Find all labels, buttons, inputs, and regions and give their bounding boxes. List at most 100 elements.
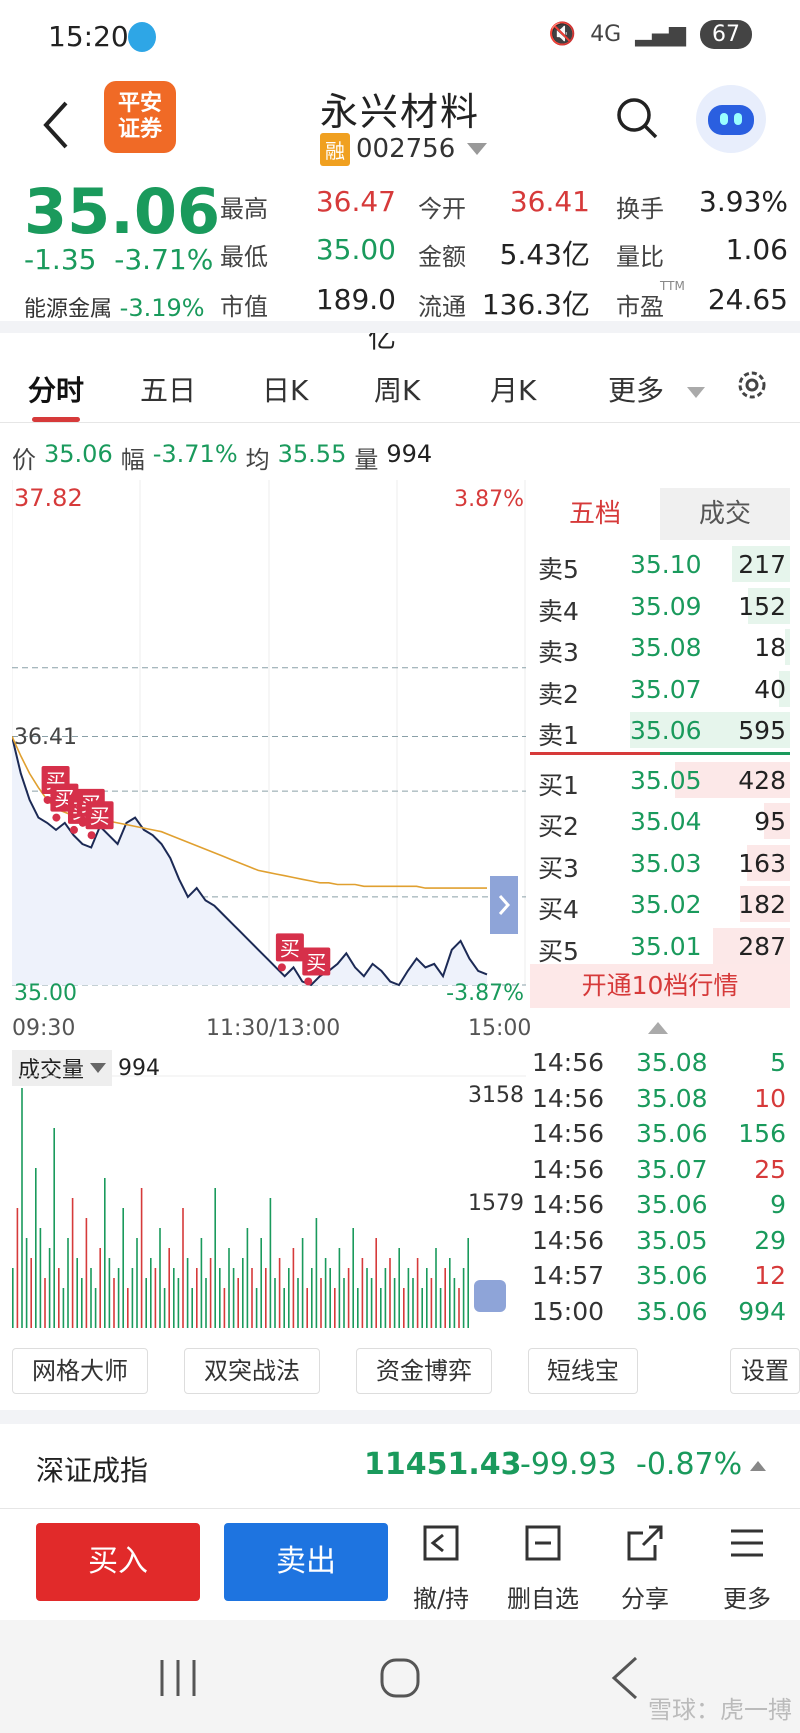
volume-bar: [71, 1198, 74, 1328]
level-label: 买3: [538, 853, 579, 883]
volume-bar: [320, 1278, 322, 1328]
nav-back-icon[interactable]: [606, 1654, 646, 1702]
status-icons: 🔇 4G ▂▄▆ 67: [549, 20, 752, 49]
volume-bar: [237, 1278, 239, 1328]
volume-bar: [228, 1248, 230, 1328]
amount-value: 5.43亿: [499, 238, 590, 271]
ask-row[interactable]: 卖3 35.08 18: [530, 627, 790, 667]
tab-more[interactable]: 更多: [608, 369, 705, 409]
y-bottom-pct-label: -3.87%: [446, 981, 524, 1006]
index-name: 深证成指: [36, 1454, 149, 1487]
search-icon[interactable]: [612, 93, 660, 141]
volume-bar: [288, 1268, 290, 1328]
gear-icon[interactable]: [734, 367, 770, 403]
tab-daily-k[interactable]: 日K: [262, 374, 309, 407]
buy-markers: 买买买买买买买: [41, 765, 331, 986]
trade-time: 15:00: [532, 1296, 605, 1326]
volume-bar: [292, 1248, 295, 1328]
chevron-up-icon[interactable]: [648, 1022, 668, 1034]
volume-bar: [458, 1288, 460, 1328]
cancel-hold-label: 撤/持: [412, 1585, 470, 1613]
level-price: 35.05: [630, 765, 702, 795]
volume-bar: [361, 1258, 364, 1328]
volume-bar: [145, 1278, 147, 1328]
back-icon[interactable]: [38, 95, 78, 155]
ask-row[interactable]: 卖2 35.07 40: [530, 669, 790, 709]
volume-bar: [246, 1228, 249, 1328]
tool-double-breakout[interactable]: 双突战法: [184, 1348, 320, 1394]
sell-button[interactable]: 卖出: [224, 1523, 388, 1601]
info-price-label: 价: [12, 446, 36, 474]
change-pct: -3.71%: [114, 243, 214, 276]
recent-apps-icon[interactable]: [150, 1656, 206, 1700]
level-price: 35.08: [630, 633, 702, 662]
buy-button[interactable]: 买入: [36, 1523, 200, 1601]
trade-price: 35.06: [636, 1119, 708, 1148]
trade-volume: 156: [738, 1119, 786, 1148]
tool-short-line[interactable]: 短线宝: [528, 1348, 638, 1394]
stock-title: 永兴材料: [319, 90, 480, 134]
bid-row[interactable]: 买4 35.02 182: [530, 884, 790, 924]
volume-bar: [746, 844, 790, 881]
volume-bar: [255, 1288, 258, 1328]
trade-row: 14:56 35.05 29: [530, 1224, 790, 1258]
ask-row[interactable]: 卖5 35.10 217: [530, 544, 790, 584]
tab-trades[interactable]: 成交: [660, 488, 790, 540]
volume-bar: [173, 1268, 175, 1328]
volume-bar: [67, 1238, 69, 1328]
ask-row[interactable]: 卖1 35.06 595: [530, 710, 790, 750]
bid-row[interactable]: 买3 35.03 163: [530, 843, 790, 883]
tool-settings[interactable]: 设置: [730, 1348, 800, 1394]
tool-grid-master[interactable]: 网格大师: [12, 1348, 148, 1394]
bid-row[interactable]: 买1 35.05 428: [530, 760, 790, 800]
level-label: 买5: [538, 936, 579, 966]
level-price: 35.07: [630, 674, 702, 704]
volume-bar: [177, 1278, 180, 1328]
stock-code-selector[interactable]: 融 002756: [320, 131, 488, 167]
pe-value: 24.65: [707, 283, 788, 316]
trade-volume: 29: [754, 1225, 786, 1255]
more-button[interactable]: 更多: [702, 1523, 792, 1614]
remove-watchlist-button[interactable]: 删自选: [498, 1523, 588, 1614]
level-label: 卖3: [538, 638, 579, 667]
bottom-actions: 买入 卖出 撤/持 删自选 分享 更多: [0, 1508, 800, 1620]
buy-marker-label: 买: [306, 950, 326, 974]
tab-five-day[interactable]: 五日: [140, 374, 197, 407]
tool-capital-game[interactable]: 资金博弈: [356, 1348, 492, 1394]
tab-five-levels[interactable]: 五档: [530, 488, 660, 540]
volume-bar: [384, 1268, 387, 1328]
level-label: 卖4: [538, 596, 579, 626]
assistant-robot-icon[interactable]: [696, 85, 766, 153]
ask-row[interactable]: 卖4 35.09 152: [530, 586, 790, 626]
open-10-levels-button[interactable]: 开通10档行情: [530, 964, 790, 1008]
volume-bar: [269, 1198, 272, 1328]
tab-weekly-k[interactable]: 周K: [374, 374, 421, 407]
volume-bar: [366, 1268, 368, 1328]
tab-monthly-k[interactable]: 月K: [490, 374, 537, 407]
volume-bar: [122, 1208, 124, 1328]
expand-handle[interactable]: [490, 876, 518, 934]
home-icon[interactable]: [378, 1654, 422, 1702]
level-price: 35.09: [630, 591, 702, 621]
bid-row[interactable]: 买2 35.04 95: [530, 801, 790, 841]
price-line: [12, 736, 488, 987]
share-button[interactable]: 分享: [600, 1523, 690, 1614]
tab-intraday[interactable]: 分时: [28, 374, 85, 407]
volume-bar: [44, 1278, 46, 1328]
volume-bar: [62, 1288, 65, 1328]
volume-bar: [242, 1258, 244, 1328]
sector-info[interactable]: 能源金属 -3.19%: [24, 291, 205, 323]
volume-bar: [306, 1288, 308, 1328]
volume-chart[interactable]: 3158 1579: [12, 1048, 526, 1330]
index-ticker[interactable]: 深证成指 11451.43 -99.93 -0.87%: [0, 1425, 800, 1507]
volume-bar: [25, 1238, 28, 1328]
volume-mid-label: 1579: [468, 1191, 524, 1216]
volume-bar: [39, 1228, 42, 1328]
low-label: 最低: [220, 243, 268, 271]
volume-selector[interactable]: 成交量: [12, 1050, 113, 1086]
cancel-hold-button[interactable]: 撤/持: [396, 1523, 486, 1614]
info-vol: 994: [386, 440, 433, 468]
fullscreen-icon[interactable]: [474, 1280, 506, 1312]
intraday-price-chart[interactable]: 买买买买买买买 37.82 3.87% 36.41 35.00 -3.87%: [12, 480, 526, 1010]
bid-row[interactable]: 买5 35.01 287: [530, 926, 790, 966]
